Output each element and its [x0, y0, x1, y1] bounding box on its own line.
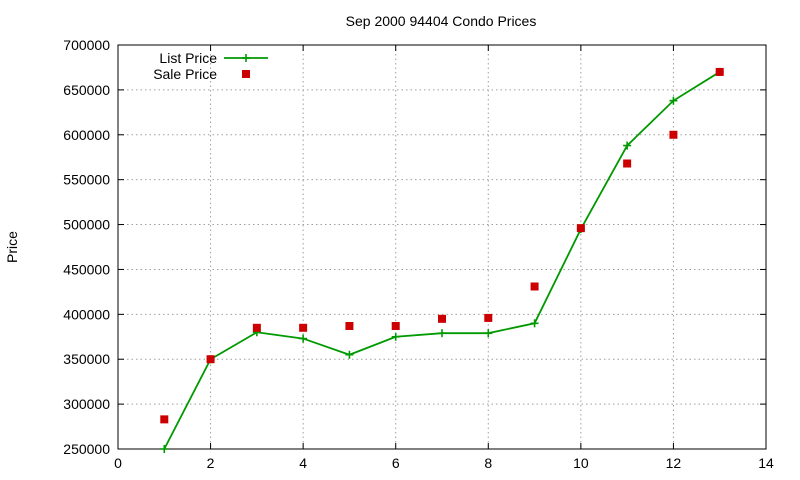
series-sale-price [160, 67, 724, 424]
sale-price-point [252, 323, 261, 332]
y-tick-label: 500000 [63, 217, 110, 233]
list-price-point [438, 329, 446, 338]
list-price-point [484, 329, 493, 338]
axis-ticks: 0 2 4 6 8 10 12 14 250000 300000 350000 400000 45000… [63, 37, 774, 471]
legend-label: List Price [159, 50, 217, 66]
x-tick-label: 4 [299, 455, 307, 471]
sale-price-point [576, 224, 585, 233]
series-list-price [160, 67, 724, 453]
y-tick-label: 550000 [63, 172, 110, 188]
y-axis-title: Price [4, 231, 20, 263]
x-tick-label: 6 [392, 455, 400, 471]
x-tick-label: 0 [114, 455, 122, 471]
y-tick-label: 700000 [63, 37, 110, 53]
y-tick-label: 650000 [63, 82, 110, 98]
sale-price-point [669, 130, 678, 139]
list-price-point [669, 96, 678, 105]
list-price-point [160, 445, 169, 453]
x-tick-label: 8 [484, 455, 492, 471]
sale-price-point [206, 355, 215, 364]
sale-price-point [715, 67, 724, 76]
list-price-point [623, 141, 632, 150]
list-price-point [345, 350, 354, 359]
y-tick-label: 350000 [63, 351, 110, 367]
sale-price-point [160, 415, 169, 424]
legend-swatch-square [242, 70, 250, 78]
list-price-point [299, 334, 308, 343]
sale-price-point [391, 322, 400, 331]
y-tick-label: 250000 [63, 441, 110, 457]
sale-price-point [484, 313, 493, 322]
sale-price-point [623, 159, 632, 168]
sale-price-point [438, 314, 446, 323]
list-price-line [163, 71, 721, 450]
grid-lines [118, 45, 766, 449]
y-tick-label: 400000 [63, 306, 110, 322]
x-tick-label: 14 [758, 455, 774, 471]
legend-label: Sale Price [153, 66, 217, 82]
sale-price-point [530, 282, 539, 291]
x-tick-label: 10 [573, 455, 589, 471]
chart-title: Sep 2000 94404 Condo Prices [346, 13, 537, 29]
x-tick-label: 2 [207, 455, 215, 471]
series-layer [160, 67, 724, 453]
y-tick-label: 450000 [63, 261, 110, 277]
plot-frame [117, 44, 767, 450]
list-price-point [391, 332, 400, 341]
y-tick-label: 300000 [63, 396, 110, 412]
sale-price-point [345, 322, 354, 331]
legend-swatch-point [242, 54, 250, 62]
list-price-point [530, 319, 539, 328]
x-tick-label: 12 [666, 455, 682, 471]
sale-price-point [299, 323, 308, 332]
y-tick-label: 600000 [63, 127, 110, 143]
